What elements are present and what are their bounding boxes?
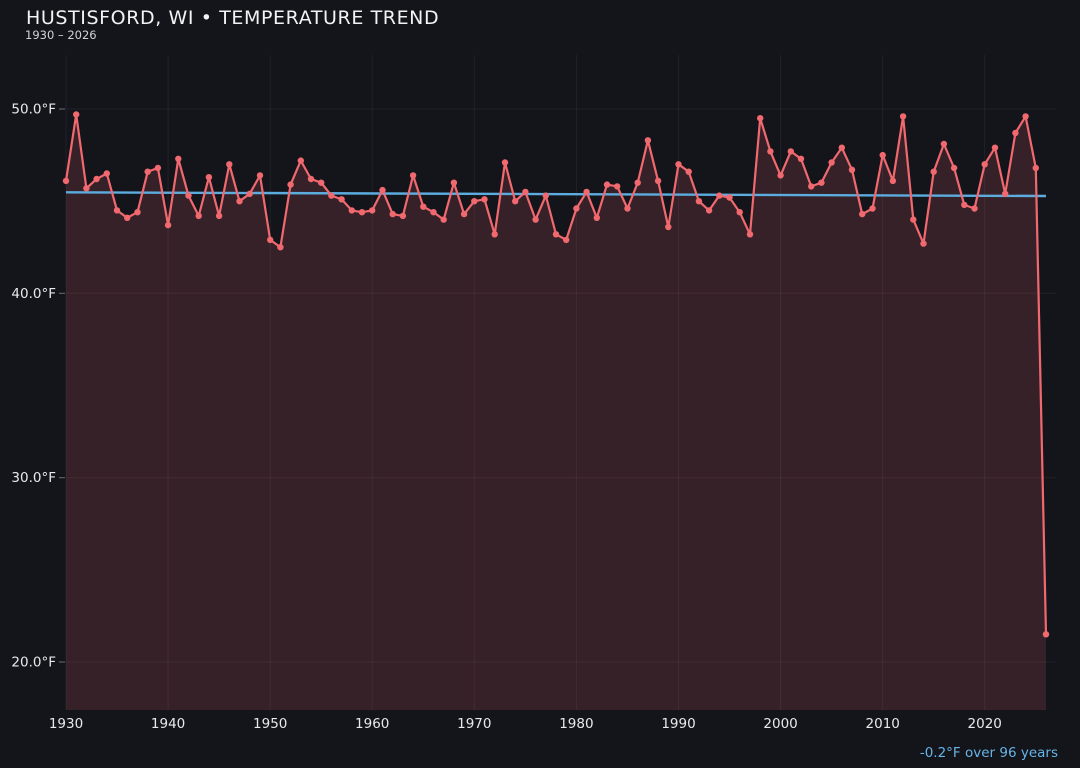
trend-line	[65, 191, 1047, 198]
x-tick-label: 2020	[968, 716, 1002, 732]
x-tick-label: 1980	[559, 716, 593, 732]
chart-subtitle: 1930 – 2026	[25, 28, 97, 42]
chart-title: HUSTISFORD, WI • TEMPERATURE TREND	[26, 7, 440, 29]
x-tick-label: 2010	[866, 716, 900, 732]
x-tick-label: 1930	[49, 716, 83, 732]
y-tick-label: 30.0°F	[11, 470, 56, 486]
y-tick-label: 50.0°F	[11, 102, 56, 118]
x-tick-label: 1940	[151, 716, 185, 732]
x-tick-label: 1960	[355, 716, 389, 732]
y-tick-label: 40.0°F	[11, 286, 56, 302]
series-area-fill	[66, 114, 1046, 710]
grid-horizontal	[66, 108, 1056, 663]
x-tick-label: 1950	[253, 716, 287, 732]
x-axis-ticks: 1930 1940 1950 1960 1970 1980 1990 2000 2010 2020	[49, 716, 1002, 732]
y-tick-label: 20.0°F	[11, 655, 56, 671]
x-tick-label: 1990	[661, 716, 695, 732]
x-tick-label: 2000	[763, 716, 797, 732]
y-axis-ticks: 50.0°F 40.0°F 30.0°F 20.0°F	[11, 102, 65, 671]
trend-summary-label: -0.2°F over 96 years	[919, 745, 1058, 761]
x-tick-label: 1970	[457, 716, 491, 732]
series-markers	[62, 111, 1050, 638]
